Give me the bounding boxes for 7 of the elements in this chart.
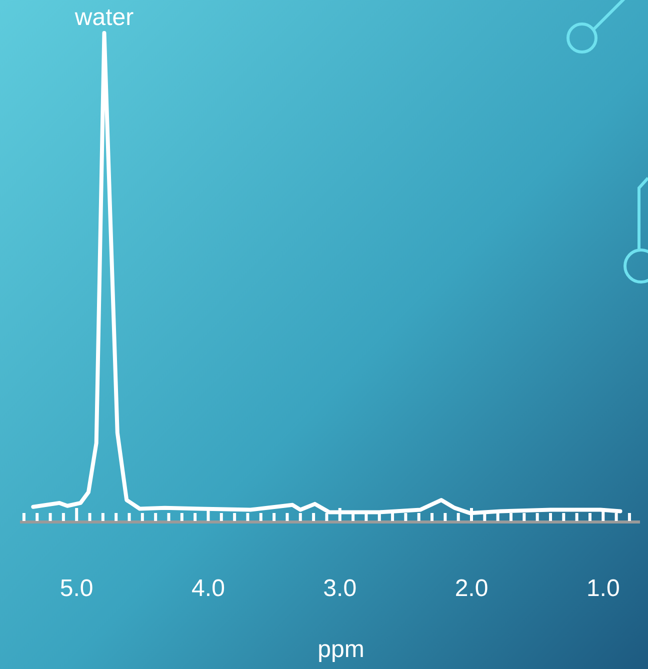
x-tick-label: 5.0: [60, 575, 94, 602]
x-tick-label: 4.0: [192, 575, 225, 602]
x-tick-label: 3.0: [323, 575, 357, 602]
annotation: water: [74, 4, 134, 31]
x-tick-label: 1.0: [586, 575, 620, 602]
x-tick-label: 2.0: [454, 575, 488, 602]
x-axis-title: ppm: [318, 636, 364, 663]
